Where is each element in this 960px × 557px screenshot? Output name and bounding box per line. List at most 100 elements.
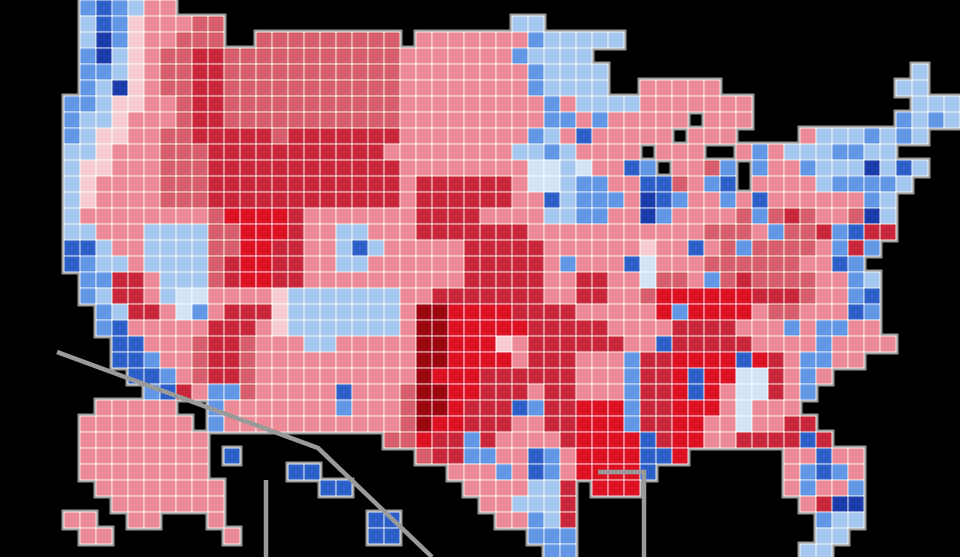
district-cell-republican-strong [511, 303, 529, 321]
district-cell-democratic-darkest [863, 159, 881, 177]
district-cell-republican-vivid [671, 431, 689, 449]
district-cell-republican-light [479, 63, 497, 81]
district-cell-republican-light [415, 255, 433, 273]
district-cell-republican-light [831, 479, 849, 497]
district-cell-republican-light [607, 159, 625, 177]
district-cell-republican-strong [543, 383, 561, 401]
district-cell-republican-light [511, 351, 529, 369]
district-cell-republican-light [111, 175, 129, 193]
district-cell-republican-light [399, 79, 417, 97]
district-cell-republican-light [591, 303, 609, 321]
district-cell-republican-medium [255, 111, 273, 129]
district-cell-republican-light [255, 399, 273, 417]
district-cell-republican-vivid [591, 479, 609, 497]
district-cell-republican-light [671, 255, 689, 273]
district-cell-republican-light [527, 191, 545, 209]
district-cell-republican-strong [271, 255, 289, 273]
district-cell-republican-vivid [687, 303, 705, 321]
district-cell-republican-light [719, 111, 737, 129]
district-cell-republican-strong [559, 399, 577, 417]
district-cell-republican-strong [767, 367, 785, 385]
district-cell-democratic-light [559, 175, 577, 193]
district-cell-republican-light [399, 127, 417, 145]
district-cell-democratic-light [911, 127, 929, 145]
district-cell-republican-light [447, 159, 465, 177]
district-cell-republican-light [111, 239, 129, 257]
district-cell-democratic-medium [527, 527, 545, 545]
district-cell-democratic-medium [543, 111, 561, 129]
district-cell-republican-light [111, 399, 129, 417]
district-cell-republican-medium [671, 175, 689, 193]
district-cell-republican-light [591, 159, 609, 177]
district-cell-republican-strong [479, 191, 497, 209]
district-cell-republican-strong [703, 319, 721, 337]
district-cell-republican-light [127, 399, 145, 417]
district-cell-republican-medium [255, 47, 273, 65]
district-cell-republican-light [127, 207, 145, 225]
district-cell-republican-light [127, 511, 145, 529]
district-cell-democratic-palest [735, 399, 753, 417]
district-cell-republican-light [319, 271, 337, 289]
district-cell-democratic-medium [511, 47, 529, 65]
district-cell-republican-medium [351, 63, 369, 81]
district-cell-republican-light [159, 31, 177, 49]
district-cell-republican-medium [239, 383, 257, 401]
district-cell-republican-medium [783, 239, 801, 257]
district-cell-republican-vivid [719, 367, 737, 385]
district-cell-republican-light [847, 351, 865, 369]
district-cell-republican-light [639, 335, 657, 353]
district-cell-republican-medium [207, 255, 225, 273]
district-cell-republican-light [79, 415, 97, 433]
district-cell-republican-strong [543, 351, 561, 369]
district-cell-republican-light [479, 95, 497, 113]
district-cell-republican-strong [447, 207, 465, 225]
district-cell-democratic-medium [799, 463, 817, 481]
district-cell-republican-light [495, 143, 513, 161]
district-cell-republican-strong [639, 383, 657, 401]
district-cell-republican-light [175, 351, 193, 369]
district-cell-republican-medium [767, 239, 785, 257]
district-cell-republican-light [623, 223, 641, 241]
district-cell-republican-light [159, 111, 177, 129]
district-cell-republican-light [367, 207, 385, 225]
district-cell-republican-light [639, 127, 657, 145]
district-cell-republican-light [143, 175, 161, 193]
district-cell-republican-light [95, 479, 113, 497]
district-cell-republican-medium [159, 143, 177, 161]
district-cell-democratic-light [319, 319, 337, 337]
district-cell-democratic-light [351, 319, 369, 337]
district-cell-democratic-medium [719, 159, 737, 177]
district-cell-republican-light [191, 447, 209, 465]
district-cell-democratic-strong [623, 255, 641, 273]
district-cell-democratic-medium [815, 351, 833, 369]
district-cell-republican-light [687, 79, 705, 97]
district-cell-democratic-medium [207, 415, 225, 433]
gulf-inset-separator [598, 469, 647, 557]
district-cell-republican-light [159, 303, 177, 321]
district-cell-democratic-medium [591, 111, 609, 129]
district-cell-republican-light [191, 383, 209, 401]
district-cell-republican-light [175, 431, 193, 449]
district-cell-democratic-darkest [639, 207, 657, 225]
district-cell-republican-light [831, 447, 849, 465]
district-cell-republican-strong [239, 175, 257, 193]
district-cell-democratic-medium [799, 159, 817, 177]
district-cell-republican-light [799, 127, 817, 145]
district-cell-republican-strong [207, 79, 225, 97]
district-cell-republican-medium [367, 63, 385, 81]
district-cell-democratic-medium [159, 367, 177, 385]
district-cell-republican-medium [383, 95, 401, 113]
district-cell-republican-light [127, 175, 145, 193]
district-cell-republican-strong [815, 495, 833, 513]
district-cell-republican-light [767, 399, 785, 417]
district-cell-republican-light [751, 415, 769, 433]
district-cell-republican-strong [655, 431, 673, 449]
district-cell-democratic-light [319, 335, 337, 353]
district-cell-republican-strong [527, 319, 545, 337]
district-cell-republican-light [607, 271, 625, 289]
district-cell-democratic-light [79, 15, 97, 33]
district-cell-republican-vivid [463, 319, 481, 337]
district-cell-republican-light [127, 127, 145, 145]
district-cell-republican-vivid [463, 367, 481, 385]
district-cell-republican-light [623, 175, 641, 193]
